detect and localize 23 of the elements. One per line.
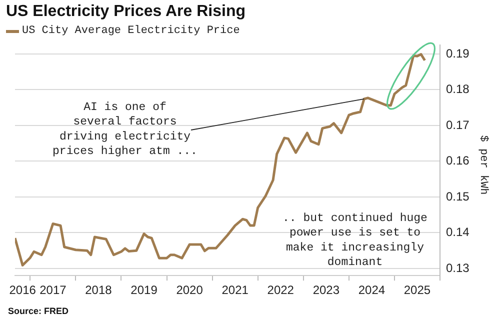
x-tick-label: 2017 bbox=[40, 283, 67, 298]
legend-label: US City Average Electricity Price bbox=[22, 25, 240, 37]
x-tick-label: 2020 bbox=[176, 283, 204, 298]
y-tick-label: 0.13 bbox=[446, 260, 470, 275]
chart-title: US Electricity Prices Are Rising bbox=[6, 3, 246, 21]
y-tick-label: 0.18 bbox=[446, 82, 470, 96]
x-tick-label: 2023 bbox=[312, 283, 340, 298]
x-tick-label: 2016 bbox=[9, 283, 36, 298]
y-tick-label: 0.15 bbox=[446, 189, 470, 204]
x-tick-label: 2018 bbox=[85, 283, 112, 298]
annotation: .. but continued huge power use is set to make it increasingly dominant bbox=[282, 212, 428, 270]
x-tick-label: 2022 bbox=[267, 283, 294, 298]
y-tick-label: 0.17 bbox=[446, 118, 470, 132]
source-note: Source: FRED bbox=[8, 306, 69, 316]
x-tick-label: 2024 bbox=[358, 283, 386, 298]
y-tick-label: 0.19 bbox=[446, 46, 470, 60]
x-tick-label: 2025 bbox=[404, 283, 431, 298]
x-tick-label: 2019 bbox=[130, 283, 158, 298]
x-tick-label: 2021 bbox=[222, 283, 249, 298]
y-axis-title: $ per kWh bbox=[477, 135, 489, 195]
y-tick-label: 0.16 bbox=[446, 154, 470, 168]
y-tick-label: 0.14 bbox=[446, 225, 470, 240]
annotation: AI is one of several factors driving electricity prices higher atm ... bbox=[52, 101, 198, 158]
